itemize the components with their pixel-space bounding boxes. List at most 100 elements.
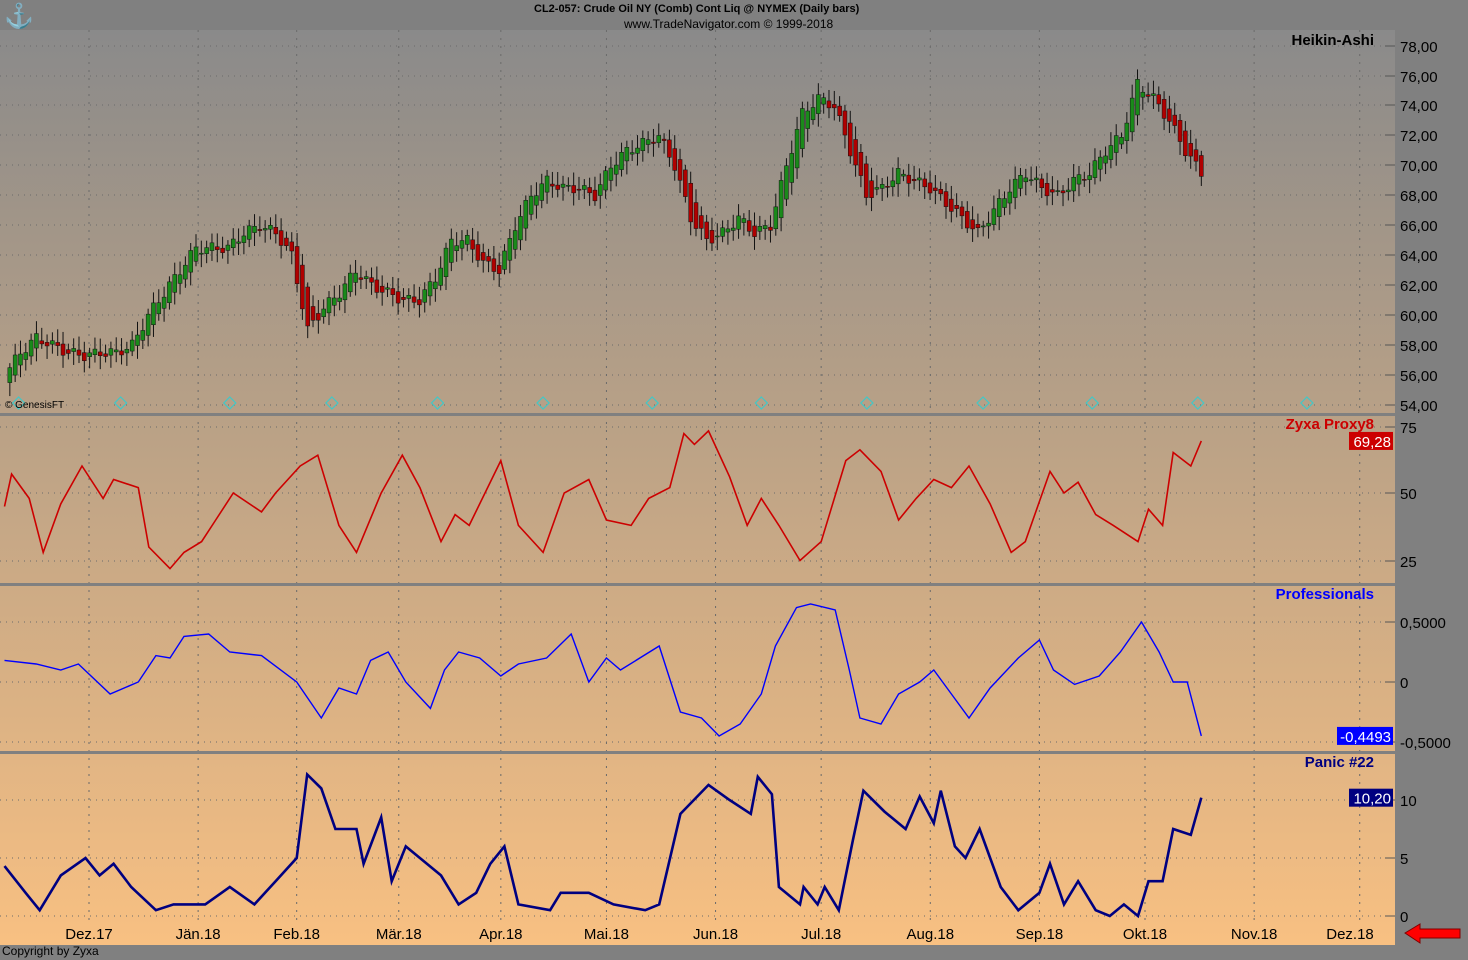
candle-body: [390, 288, 396, 295]
candle-body: [746, 220, 752, 232]
candle-body: [741, 218, 747, 223]
candle-body: [879, 184, 885, 189]
candle-body: [204, 247, 209, 254]
candle-body: [199, 252, 204, 255]
candle-body: [906, 174, 912, 184]
candle-body: [411, 296, 417, 303]
candle-body: [151, 302, 156, 326]
candle-body: [715, 235, 720, 238]
candle-body: [1060, 190, 1066, 194]
candle-body: [874, 187, 880, 190]
candle-body: [496, 264, 502, 274]
candle-body: [98, 351, 103, 356]
scroll-right-arrow-icon[interactable]: [1404, 923, 1461, 944]
copyright: Copyright by Zyxa: [2, 944, 99, 958]
candle-body: [454, 245, 459, 252]
candle-body: [773, 206, 779, 230]
candle-body: [911, 178, 917, 182]
candle-body: [76, 349, 82, 356]
candle-body: [1066, 189, 1071, 193]
candle-body: [996, 198, 1002, 217]
panel-title: Heikin-Ashi: [1291, 32, 1374, 49]
candle-body: [683, 169, 688, 197]
candle-body: [821, 97, 826, 105]
candle-body: [486, 256, 491, 262]
y-tick-label: 70,00: [1400, 158, 1438, 175]
candle-body: [108, 348, 114, 356]
candle-body: [927, 182, 933, 194]
candle-body: [50, 340, 55, 345]
candle-body: [848, 122, 853, 157]
y-tick-label: 0,5000: [1400, 615, 1446, 632]
signal-marker-icon: [536, 396, 550, 410]
candle-body: [736, 215, 741, 230]
candle-body: [470, 239, 475, 250]
candle-body: [230, 238, 236, 248]
x-tick-label: Nov.18: [1231, 926, 1277, 943]
candle-body: [938, 189, 943, 195]
candle-body: [730, 227, 736, 231]
candle-body: [124, 348, 130, 354]
candle-body: [523, 200, 529, 229]
candle-body: [246, 225, 252, 240]
candle-body: [1119, 137, 1124, 145]
signal-marker-icon: [976, 396, 990, 410]
y-tick-label: 25: [1400, 554, 1417, 571]
candle-body: [1023, 177, 1029, 183]
x-tick-label: Jun.18: [693, 926, 738, 943]
candle-body: [87, 352, 92, 357]
candle-body: [1071, 176, 1076, 192]
candle-body: [1145, 94, 1151, 97]
candle-body: [92, 348, 98, 355]
signal-marker-icon: [1085, 396, 1100, 410]
candle-body: [215, 246, 220, 250]
candle-body: [268, 225, 273, 230]
candle-body: [965, 211, 970, 229]
candle-body: [752, 225, 757, 237]
signal-marker-icon: [113, 396, 128, 410]
candle-body: [1012, 178, 1018, 198]
y-tick-label: 0: [1400, 675, 1408, 692]
candle-body: [284, 237, 289, 247]
candle-body: [140, 330, 146, 341]
candle-body: [337, 297, 342, 302]
candle-body: [177, 274, 183, 284]
candle-body: [183, 264, 188, 280]
candle-body: [826, 100, 832, 109]
candle-body: [1140, 91, 1146, 98]
candle-body: [257, 229, 263, 231]
candle-body: [262, 228, 268, 231]
watermark: © GenesisFT: [5, 400, 65, 411]
last-value-label: 69,28: [1353, 434, 1391, 451]
candle-body: [917, 177, 922, 181]
candle-body: [794, 129, 800, 169]
candle-body: [82, 352, 87, 362]
candle-body: [348, 272, 353, 293]
candle-body: [1129, 97, 1135, 133]
candle-body: [1098, 156, 1103, 170]
signal-marker-icon: [1300, 396, 1314, 410]
candle-body: [1108, 145, 1114, 160]
candle-body: [443, 247, 449, 277]
candle-body: [332, 297, 337, 306]
candle-body: [544, 175, 550, 193]
candle-body: [278, 230, 284, 246]
candle-body: [550, 183, 555, 187]
candle-body: [1183, 130, 1188, 157]
candle-body: [640, 138, 646, 151]
chart-title: CL2-057: Crude Oil NY (Comb) Cont Liq @ …: [534, 3, 860, 15]
candle-body: [784, 165, 789, 200]
y-tick-label: 76,00: [1400, 69, 1438, 86]
candle-body: [60, 343, 66, 356]
candle-body: [55, 342, 60, 346]
signal-marker-icon: [325, 396, 339, 410]
x-tick-label: Mär.18: [376, 926, 422, 943]
candle-body: [869, 180, 874, 198]
candle-body: [810, 107, 816, 121]
candle-body: [603, 170, 608, 191]
candle-body: [427, 281, 433, 297]
candle-body: [954, 205, 959, 209]
y-tick-label: 75: [1400, 420, 1417, 437]
last-value-label: -0,4493: [1340, 729, 1391, 746]
